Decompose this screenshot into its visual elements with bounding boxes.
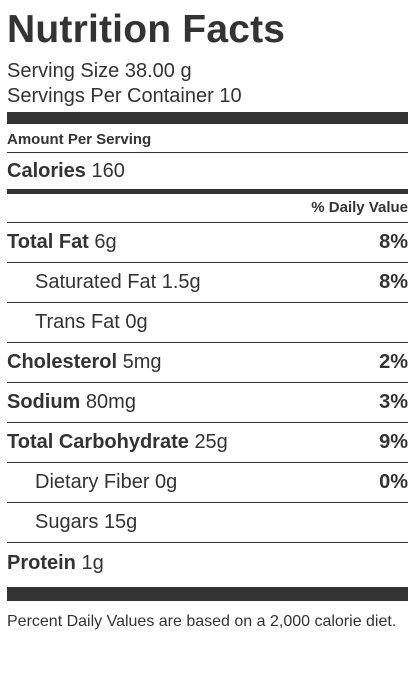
calories-value: 160 — [91, 160, 125, 182]
nutrient-amount: 0g — [155, 471, 178, 493]
thick-divider-bottom — [7, 587, 408, 601]
nutrient-name-amount: Sugars 15g — [7, 511, 137, 534]
nutrient-amount: 0g — [125, 311, 148, 333]
nutrient-name-amount: Trans Fat 0g — [7, 311, 148, 334]
calories-row: Calories 160 — [7, 153, 408, 189]
nutrient-daily-value: 2% — [379, 351, 408, 373]
nutrient-daily-value: 0% — [379, 471, 408, 493]
nutrient-row: Sugars 15g — [7, 503, 408, 543]
nutrient-daily-value: 8% — [379, 271, 408, 293]
nutrient-amount: 25g — [194, 431, 228, 453]
nutrient-name: Trans Fat — [35, 311, 120, 333]
nutrient-row: Dietary Fiber 0g 0% — [7, 463, 408, 503]
calories-label: Calories — [7, 160, 86, 182]
nutrient-daily-value: 3% — [379, 391, 408, 413]
nutrient-row: Total Carbohydrate 25g 9% — [7, 423, 408, 463]
nutrient-name-amount: Total Fat 6g — [7, 231, 117, 254]
nutrient-name-amount: Protein 1g — [7, 552, 104, 575]
servings-value: 10 — [219, 85, 242, 107]
nutrient-daily-value: 8% — [379, 231, 408, 253]
nutrient-name: Total Carbohydrate — [7, 431, 189, 453]
serving-size-label: Serving Size — [7, 60, 120, 82]
serving-size: Serving Size 38.00 g — [7, 59, 408, 84]
nutrient-name: Total Fat — [7, 231, 89, 253]
nutrient-amount: 1g — [81, 551, 104, 574]
nutrient-name: Sodium — [7, 391, 81, 413]
medium-divider — [7, 189, 408, 194]
nutrient-name-amount: Sodium 80mg — [7, 391, 136, 414]
nutrient-list: Total Fat 6g 8% Saturated Fat 1.5g 8% Trans … — [7, 223, 408, 583]
serving-size-value: 38.00 g — [124, 60, 192, 82]
thick-divider-top — [7, 112, 408, 124]
nutrient-daily-value: 9% — [379, 431, 408, 453]
nutrient-name: Cholesterol — [7, 351, 118, 373]
nutrient-name-amount: Saturated Fat 1.5g — [7, 271, 201, 294]
nutrient-row: Trans Fat 0g — [7, 303, 408, 343]
nutrient-row: Total Fat 6g 8% — [7, 223, 408, 263]
nutrient-amount: 15g — [103, 511, 138, 533]
nutrient-row: Sodium 80mg 3% — [7, 383, 408, 423]
servings-label: Servings Per Container — [7, 85, 214, 107]
nutrient-name: Protein — [7, 551, 76, 574]
nutrient-amount: 80mg — [85, 391, 136, 413]
nutrient-amount: 1.5g — [161, 271, 201, 293]
nutrient-name: Dietary Fiber — [35, 471, 150, 493]
nutrient-name-amount: Total Carbohydrate 25g — [7, 431, 228, 454]
footnote: Percent Daily Values are based on a 2,00… — [7, 613, 397, 630]
daily-value-header: % Daily Value — [7, 194, 408, 223]
nutrient-amount: 6g — [94, 231, 117, 253]
servings-per-container: Servings Per Container 10 — [7, 84, 408, 109]
nutrient-name: Sugars — [35, 511, 99, 533]
nutrient-amount: 5mg — [122, 351, 162, 373]
nutrient-name-amount: Dietary Fiber 0g — [7, 471, 177, 494]
amount-per-serving: Amount Per Serving — [7, 124, 408, 153]
nutrient-row: Protein 1g — [7, 543, 408, 583]
nutrient-name-amount: Cholesterol 5mg — [7, 351, 162, 374]
nutrient-name: Saturated Fat — [35, 271, 157, 293]
label-title: Nutrition Facts — [7, 8, 286, 51]
nutrient-row: Cholesterol 5mg 2% — [7, 343, 408, 383]
nutrient-row: Saturated Fat 1.5g 8% — [7, 263, 408, 303]
